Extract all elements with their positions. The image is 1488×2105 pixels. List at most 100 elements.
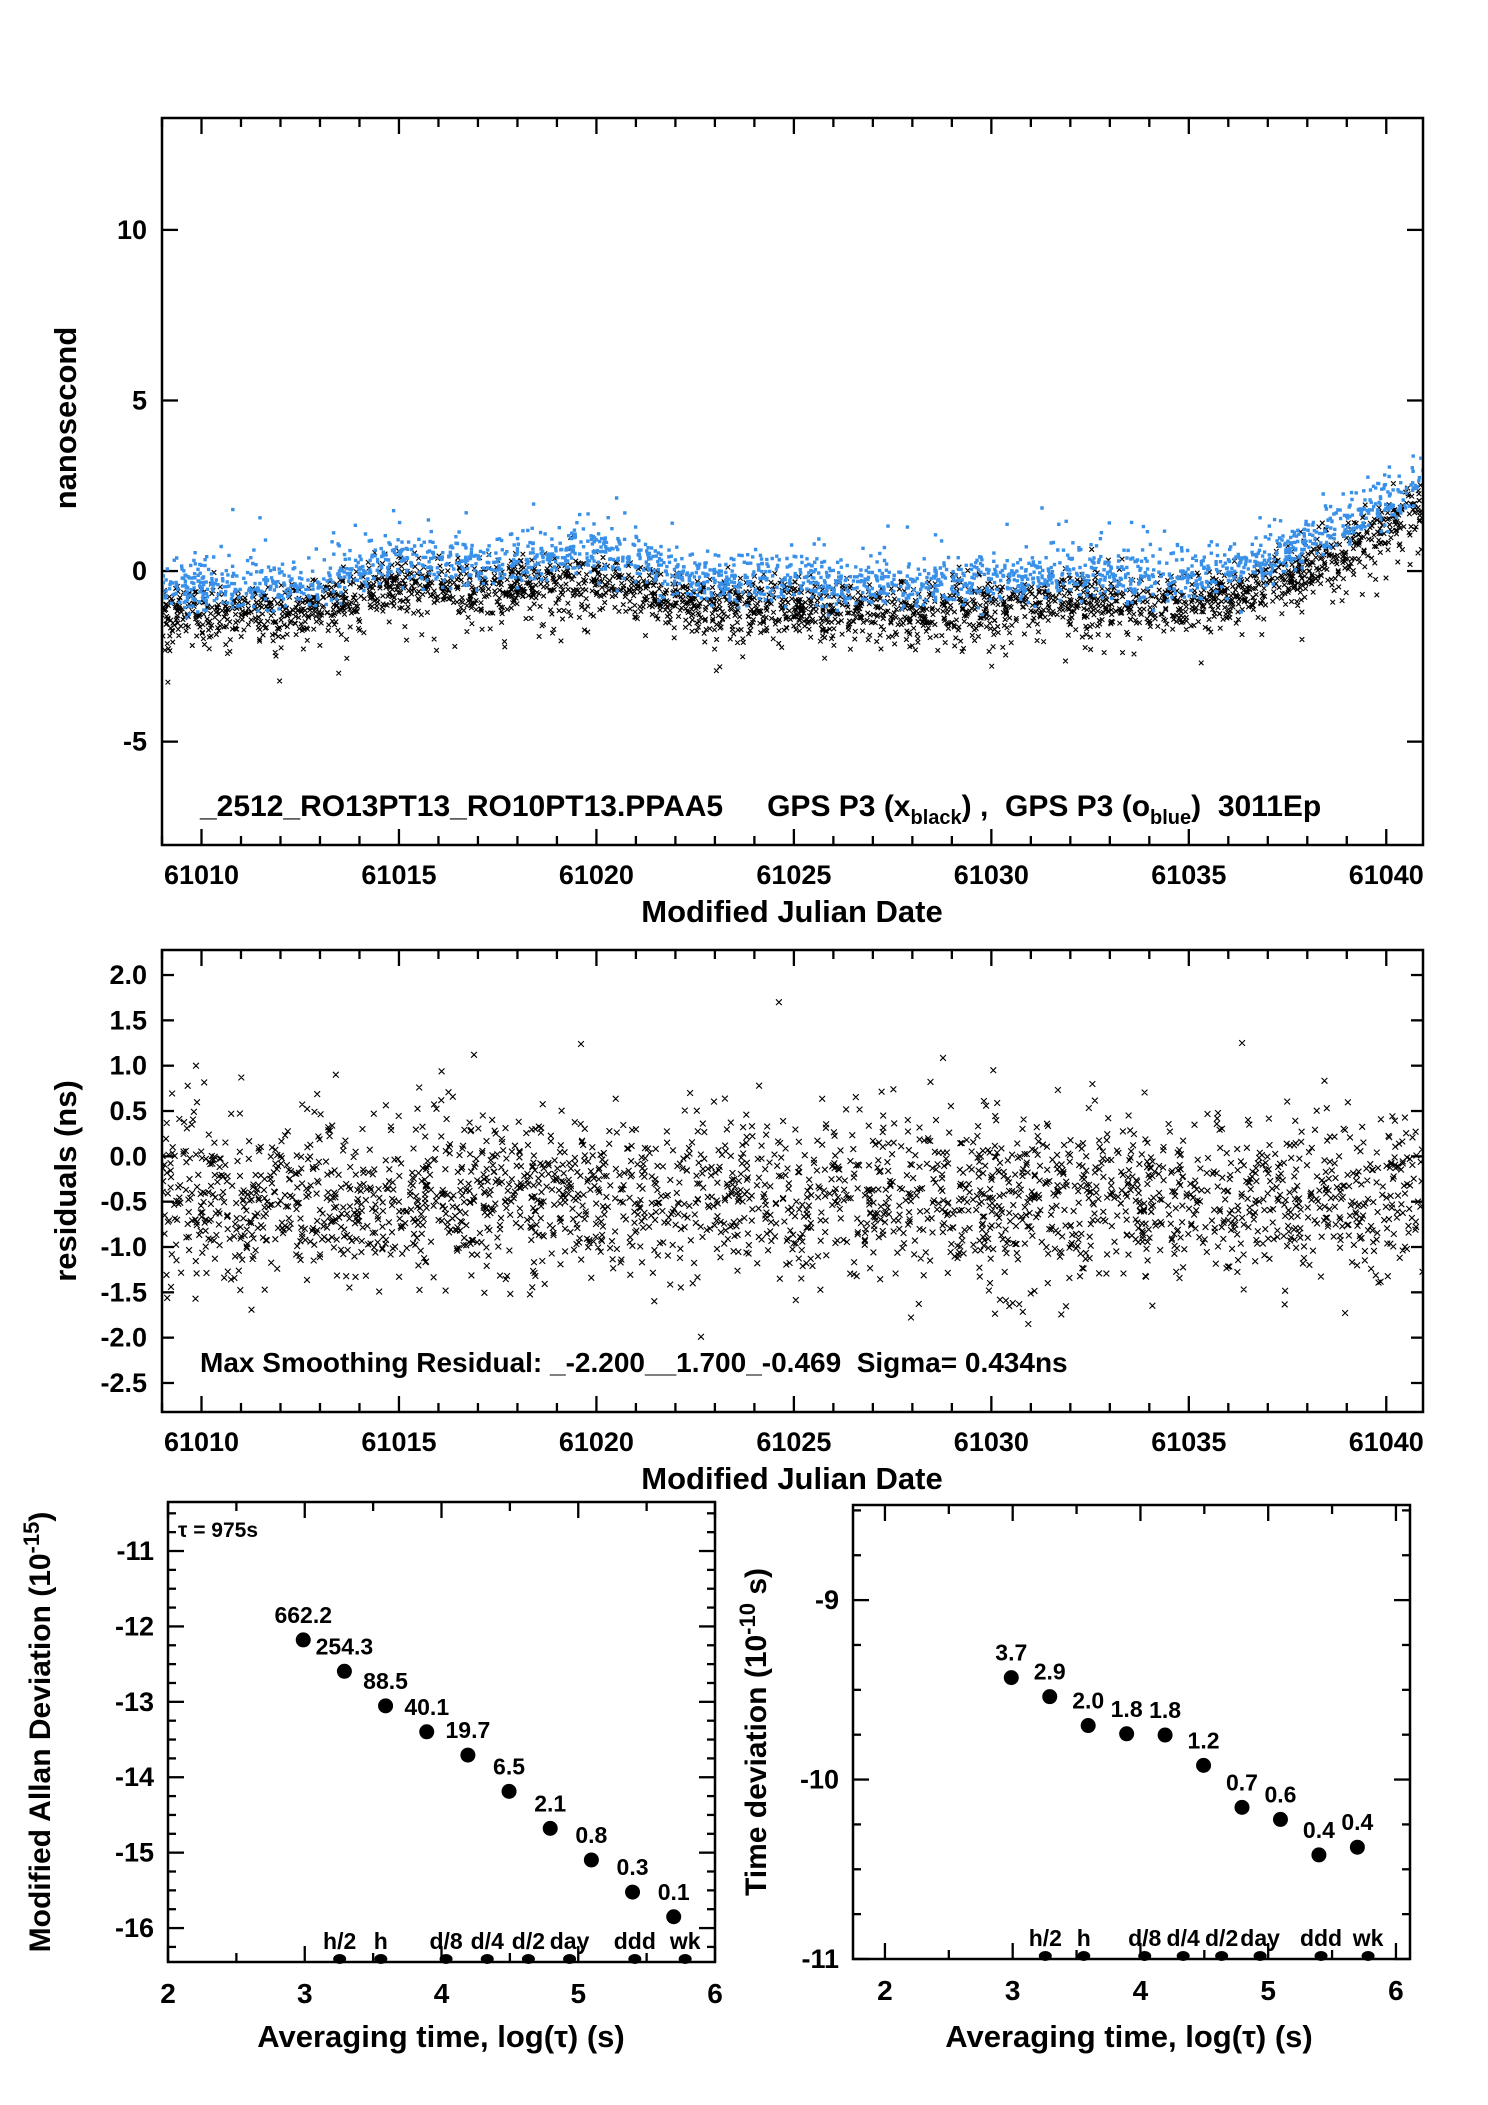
tdev-x-tick-label: 2 xyxy=(877,1975,893,2006)
tdev-tau-marker-label: d/2 xyxy=(1205,1925,1238,1951)
residuals-y-tick-label: -2.5 xyxy=(100,1368,147,1398)
mdev-x-tick-label: 5 xyxy=(570,1978,586,2009)
tdev-y-tick-label: -9 xyxy=(815,1585,839,1615)
tdev-data-point xyxy=(1196,1757,1212,1773)
mdev-value-label: 88.5 xyxy=(363,1668,408,1694)
mdev-tau-marker-dot xyxy=(374,1954,388,1964)
mdev-data-point xyxy=(336,1663,352,1679)
generated-chart-layers: 61010 61015 61020 61025 61030 61035 61040-5051… xyxy=(100,116,1425,2009)
phase-x-tick-label: 61030 xyxy=(954,860,1029,890)
phase-scatter-blue-dots xyxy=(163,454,1422,620)
mdev-y-axis-title: Modified Allan Deviation (10-15) xyxy=(19,1512,57,1953)
tdev-x-title-tau: τ xyxy=(1242,2019,1256,2054)
residuals-y-tick-label: 1.5 xyxy=(109,1005,147,1035)
tdev-tau-marker-label: ddd xyxy=(1300,1925,1342,1951)
mdev-data-point xyxy=(378,1698,394,1714)
mdev-x-title-tau: τ xyxy=(554,2019,568,2054)
residuals-frame xyxy=(160,948,1425,1414)
mdev-tau-marker-label: d/2 xyxy=(512,1928,545,1954)
mdev-x-tick-label: 6 xyxy=(707,1978,723,2009)
mdev-x-tick-label: 4 xyxy=(434,1978,450,2009)
tdev-tau-marker-dot xyxy=(1361,1951,1375,1961)
mdev-tau-marker-label: ddd xyxy=(614,1928,656,1954)
tdev-value-label: 1.2 xyxy=(1188,1727,1220,1753)
phase-title-series1: GPS P3 (x xyxy=(767,790,911,823)
tdev-x-title-pre: Averaging time, log( xyxy=(945,2019,1243,2054)
mdev-x-axis-title: Averaging time, log(τ) (s) xyxy=(257,2019,625,2054)
mdev-y-tick-label: -11 xyxy=(116,1536,154,1566)
residuals-y-tick-label: -1.5 xyxy=(100,1277,147,1307)
residuals-y-tick-label: -1.0 xyxy=(100,1232,147,1262)
tdev-frame xyxy=(851,1503,1412,1961)
tdev-tau-marker-label: d/8 xyxy=(1128,1925,1161,1951)
residuals-x-tick-label: 61015 xyxy=(361,1427,436,1457)
residuals-annotation: Max Smoothing Residual: _-2.200__1.700_-… xyxy=(200,1347,1068,1378)
mdev-x-title-end: ) (s) xyxy=(568,2019,625,2054)
phase-x-tick-label: 61025 xyxy=(756,860,831,890)
residuals-scatter-x xyxy=(163,998,1422,1341)
mdev-tau-marker-label: day xyxy=(550,1928,590,1954)
tdev-value-label: 0.4 xyxy=(1341,1809,1373,1835)
tdev-y-axis-title: Time deviation (10-10 s) xyxy=(735,1568,773,1896)
mdev-tau-marker-dot xyxy=(439,1954,453,1964)
phase-frame xyxy=(160,116,1425,847)
tdev-data-point xyxy=(1003,1670,1019,1686)
tdev-y-title-main: Time deviation (10 xyxy=(740,1635,773,1896)
mdev-data-point xyxy=(295,1632,311,1648)
mdev-data-point xyxy=(501,1783,517,1799)
mdev-data-point xyxy=(583,1852,599,1868)
mdev-value-label: 662.2 xyxy=(274,1602,332,1628)
tdev-tau-marker-label: wk xyxy=(1352,1925,1384,1951)
tdev-data-point xyxy=(1272,1811,1288,1827)
phase-x-axis-title: Modified Julian Date xyxy=(641,894,942,929)
tdev-tau-marker-dot xyxy=(1253,1951,1267,1961)
mdev-y-tick-label: -15 xyxy=(115,1838,154,1868)
mdev-value-label: 2.1 xyxy=(534,1790,566,1816)
mdev-data-point xyxy=(542,1820,558,1836)
residuals-y-tick-label: 2.0 xyxy=(109,960,147,990)
tdev-data-point xyxy=(1042,1689,1058,1705)
phase-title-series2: ) , GPS P3 (o xyxy=(962,790,1150,823)
residuals-y-tick-label: 0.5 xyxy=(109,1096,147,1126)
tdev-tau-marker-dot xyxy=(1176,1951,1190,1961)
mdev-tau-marker-label: d/4 xyxy=(471,1928,504,1954)
residuals-y-tick-label: -0.5 xyxy=(100,1187,147,1217)
mdev-tau-marker-dot xyxy=(333,1954,347,1964)
tdev-y-tick-label: -11 xyxy=(801,1944,839,1974)
tdev-tau-marker-dot xyxy=(1138,1951,1152,1961)
mdev-tau-marker-dot xyxy=(628,1954,642,1964)
phase-y-tick-label: 5 xyxy=(132,385,147,415)
mdev-value-label: 19.7 xyxy=(446,1717,491,1743)
mdev-value-label: 0.1 xyxy=(658,1879,690,1905)
mdev-y-title-end: ) xyxy=(24,1512,57,1522)
tdev-tau-marker-label: day xyxy=(1240,1925,1280,1951)
tdev-value-label: 0.7 xyxy=(1226,1769,1258,1795)
tdev-value-label: 0.6 xyxy=(1264,1781,1296,1807)
residuals-y-tick-label: -2.0 xyxy=(100,1323,147,1353)
tdev-tau-marker-dot xyxy=(1215,1951,1229,1961)
residuals-y-axis-title: residuals (ns) xyxy=(48,1080,83,1282)
mdev-tau-marker-label: h/2 xyxy=(323,1928,356,1954)
mdev-tau-marker-dot xyxy=(521,1954,535,1964)
mdev-value-label: 6.5 xyxy=(493,1753,525,1779)
tdev-x-axis-title: Averaging time, log(τ) (s) xyxy=(945,2019,1313,2054)
tdev-value-label: 0.4 xyxy=(1303,1817,1335,1843)
mdev-tau-marker-label: wk xyxy=(669,1928,701,1954)
tdev-x-title-end: ) (s) xyxy=(1256,2019,1313,2054)
tdev-tau-marker-label: h/2 xyxy=(1029,1925,1062,1951)
mdev-y-title-main: Modified Allan Deviation (10 xyxy=(24,1553,57,1952)
tdev-tau-marker-dot xyxy=(1314,1951,1328,1961)
mdev-tau-marker-dot xyxy=(678,1954,692,1964)
mdev-tau-note: τ = 975s xyxy=(178,1519,258,1542)
tdev-x-tick-label: 4 xyxy=(1133,1975,1149,2006)
phase-x-tick-label: 61040 xyxy=(1349,860,1424,890)
residuals-x-tick-label: 61020 xyxy=(559,1427,634,1457)
residuals-x-tick-label: 61010 xyxy=(164,1427,239,1457)
residuals-y-tick-label: 0.0 xyxy=(109,1141,147,1171)
residuals-x-tick-label: 61030 xyxy=(954,1427,1029,1457)
phase-plot-title: _2512_RO13PT13_RO10PT13.PPAA5 GPS P3 (xbl… xyxy=(199,790,1321,829)
phase-x-tick-label: 61035 xyxy=(1151,860,1226,890)
tdev-data-point xyxy=(1157,1727,1173,1743)
